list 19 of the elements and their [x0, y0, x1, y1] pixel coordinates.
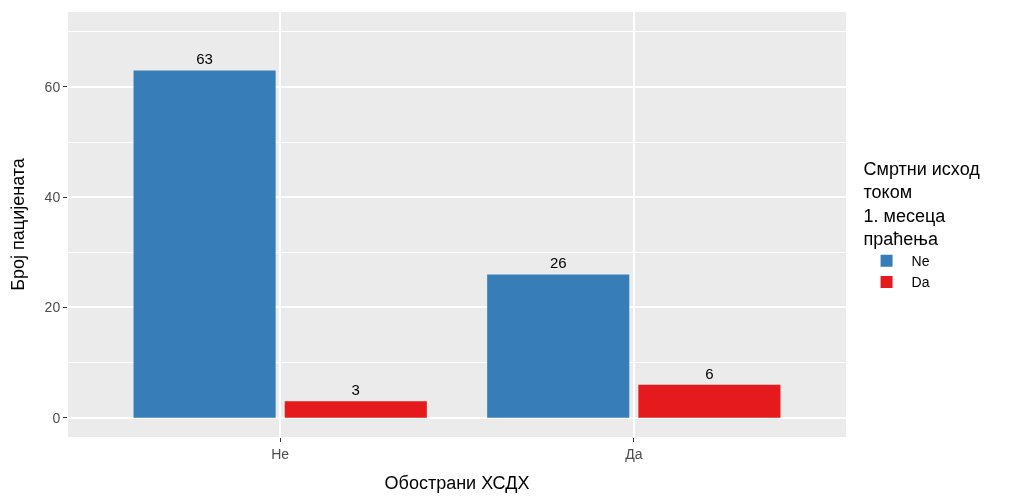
legend-label: Ne — [911, 253, 930, 270]
y-tick-label: 60 — [44, 78, 61, 95]
y-tick-label: 0 — [52, 409, 61, 426]
data-label: 3 — [351, 381, 360, 399]
legend-label: Da — [911, 274, 930, 291]
bar — [638, 384, 781, 418]
x-axis-title: Обострани ХСДХ — [384, 472, 530, 493]
bar — [487, 274, 630, 418]
y-tick-label: 20 — [44, 299, 61, 316]
y-axis-title: Број пацијената — [7, 157, 28, 291]
data-label: 26 — [549, 254, 567, 272]
x-tick-label: Да — [625, 445, 643, 462]
x-tick-label: Не — [271, 445, 290, 462]
bar — [133, 70, 276, 418]
data-label: 6 — [705, 364, 714, 382]
bar — [284, 401, 427, 418]
y-tick-label: 40 — [44, 189, 61, 206]
data-label: 63 — [196, 50, 213, 68]
legend-title: Смртни исход током 1. месеца праћења — [863, 158, 981, 250]
